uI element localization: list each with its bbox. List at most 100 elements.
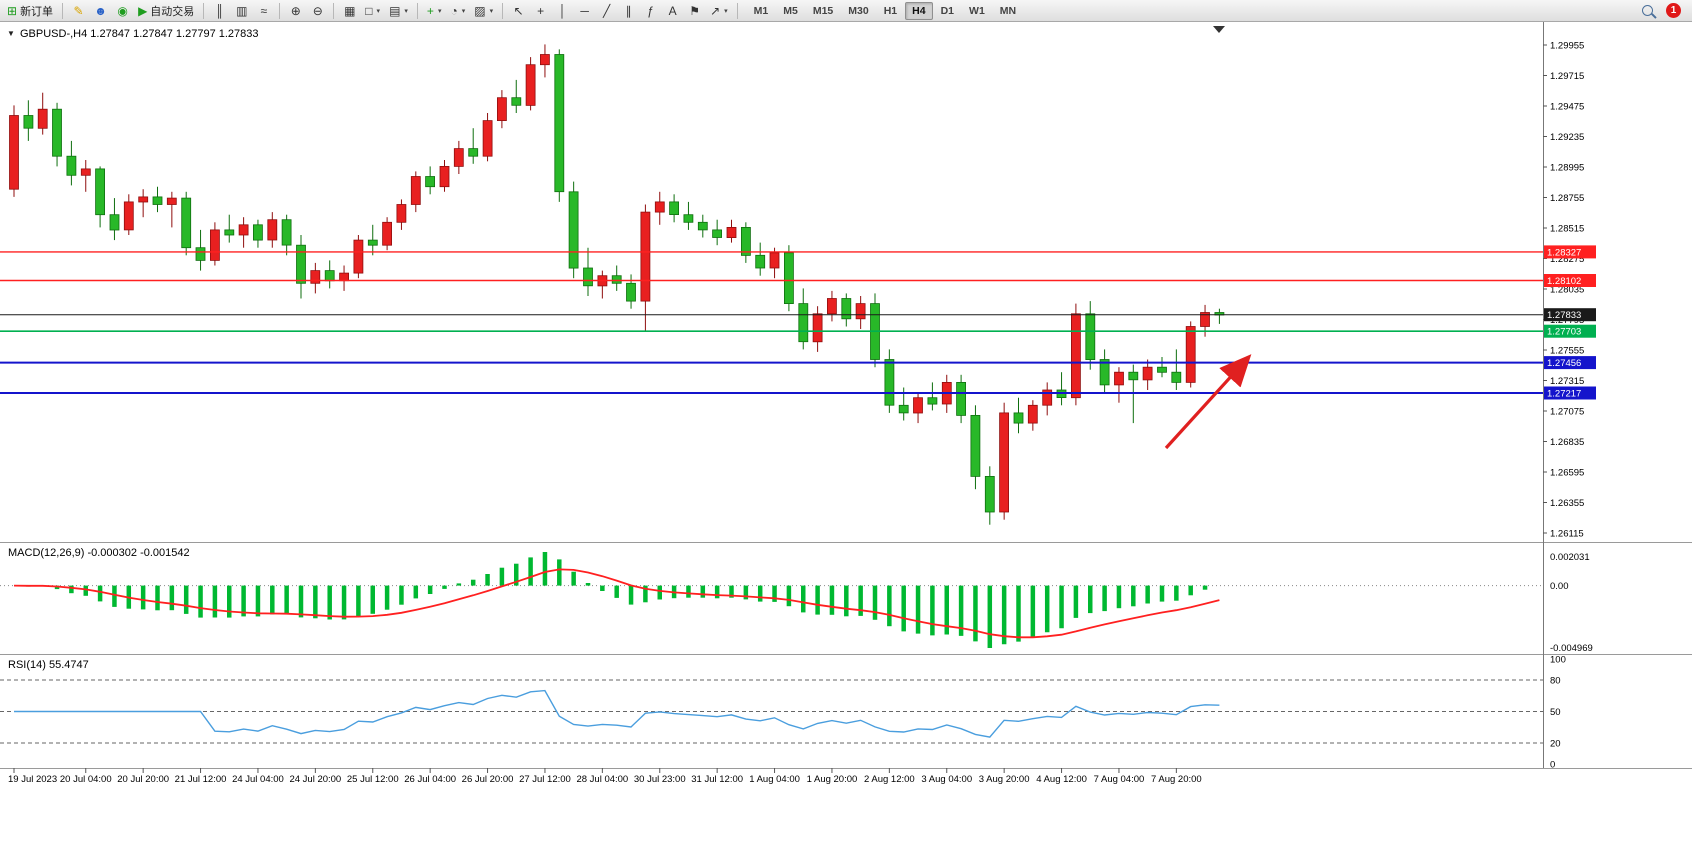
svg-text:7 Aug 04:00: 7 Aug 04:00 <box>1094 774 1145 785</box>
svg-text:21 Jul 12:00: 21 Jul 12:00 <box>175 774 227 785</box>
candlesticks <box>9 44 1225 525</box>
auto-trading-button[interactable]: ▶ 自动交易 <box>134 1 198 20</box>
zoom-out-button[interactable]: ⊖ <box>307 1 328 20</box>
channel-tool-button[interactable]: ∥ <box>618 1 639 20</box>
svg-text:1.29955: 1.29955 <box>1550 41 1584 52</box>
price-tag-resistance-2 <box>1544 274 1596 287</box>
metaeditor-button[interactable]: ✎ <box>68 1 89 20</box>
horizontal-line-icon: ─ <box>580 3 589 18</box>
rsi-header: RSI(14) 55.4747 <box>8 659 89 671</box>
toolbar-right-group: 1 <box>1637 1 1689 20</box>
templates-button[interactable]: ▨ ▾ <box>470 1 497 20</box>
crosshair-tool-button[interactable]: + <box>530 1 551 20</box>
periods-button[interactable]: ◔ ▾ <box>446 1 469 20</box>
crosshair-icon: + <box>537 3 545 18</box>
text-tool-button[interactable]: A <box>662 1 683 20</box>
chart-area[interactable]: 1.29955 1.29715 1.29475 1.29235 1.28995 1.287… <box>0 22 1692 850</box>
horizontal-level-lines[interactable] <box>0 251 1543 394</box>
trend-arrow[interactable] <box>1164 354 1252 450</box>
toolbar-separator <box>416 2 418 19</box>
timeframe-m1-button[interactable]: M1 <box>747 2 776 20</box>
toolbar-separator <box>333 2 335 19</box>
svg-text:1.26115: 1.26115 <box>1550 529 1584 540</box>
timeframe-h1-button[interactable]: H1 <box>877 2 904 20</box>
svg-text:1.26595: 1.26595 <box>1550 468 1584 479</box>
svg-text:1.28327: 1.28327 <box>1547 247 1581 258</box>
dropdown-caret-icon: ▾ <box>404 7 408 15</box>
cursor-tool-button[interactable]: ↖ <box>508 1 529 20</box>
auto-trading-icon: ▶ <box>138 3 148 18</box>
metaeditor-icon: ✎ <box>73 3 84 18</box>
market-icon: ◉ <box>117 3 128 18</box>
candlestick-chart-icon: ▥ <box>236 3 248 18</box>
horizontal-line-tool-button[interactable]: ─ <box>574 1 595 20</box>
timeframe-h4-button[interactable]: H4 <box>905 1 933 20</box>
main-toolbar: ⊞ 新订单 ✎ ☻ ◉ ▶ 自动交易 ║ ▥ ≈ ⊕ ⊖ ▦ □ ▾ ▤ ▾ <box>0 0 1692 22</box>
label-tool-icon: ⚑ <box>689 3 700 18</box>
timeframe-w1-button[interactable]: W1 <box>962 2 992 20</box>
time-axis[interactable]: 19 Jul 2023 20 Jul 04:00 20 Jul 20:00 21 Ju… <box>8 768 1202 785</box>
notification-badge[interactable]: 1 <box>1666 3 1681 18</box>
svg-text:25 Jul 12:00: 25 Jul 12:00 <box>347 774 399 785</box>
profiles-button[interactable]: ▤ ▾ <box>385 1 412 20</box>
fibonacci-icon: ƒ <box>647 3 654 18</box>
timeframe-m30-button[interactable]: M30 <box>841 2 875 20</box>
svg-text:20 Jul 04:00: 20 Jul 04:00 <box>60 774 112 785</box>
svg-text:19 Jul 2023: 19 Jul 2023 <box>8 774 57 785</box>
bar-chart-button[interactable]: ║ <box>209 1 230 20</box>
new-order-button[interactable]: ⊞ 新订单 <box>3 1 57 20</box>
toolbar-separator <box>736 2 738 19</box>
macd-panel: 0.002031 0.00 -0.004969 <box>0 552 1593 654</box>
svg-text:1.26835: 1.26835 <box>1550 437 1584 448</box>
svg-text:1.27833: 1.27833 <box>1547 310 1581 321</box>
timeframe-m5-button[interactable]: M5 <box>776 2 805 20</box>
timeframe-mn-button[interactable]: MN <box>993 2 1023 20</box>
svg-text:3 Aug 04:00: 3 Aug 04:00 <box>921 774 972 785</box>
timeframe-m15-button[interactable]: M15 <box>806 2 840 20</box>
price-axis[interactable]: 1.29955 1.29715 1.29475 1.29235 1.28995 1.287… <box>1543 41 1596 540</box>
svg-text:4 Aug 12:00: 4 Aug 12:00 <box>1036 774 1087 785</box>
svg-text:1.28515: 1.28515 <box>1550 224 1584 235</box>
dropdown-caret-icon: ▾ <box>376 7 381 15</box>
auto-trading-label: 自动交易 <box>150 5 195 18</box>
candlestick-chart-button[interactable]: ▥ <box>231 1 252 20</box>
trendline-tool-button[interactable]: ╱ <box>596 1 617 20</box>
label-tool-button[interactable]: ⚑ <box>684 1 705 20</box>
svg-text:50: 50 <box>1550 707 1561 718</box>
community-button[interactable]: ☻ <box>90 1 111 20</box>
zoom-in-icon: ⊕ <box>290 3 301 18</box>
svg-text:1.29235: 1.29235 <box>1550 132 1584 143</box>
timeframe-d1-button[interactable]: D1 <box>934 2 961 20</box>
dropdown-caret-icon: ▾ <box>489 7 494 15</box>
vertical-line-tool-button[interactable]: │ <box>552 1 573 20</box>
svg-text:0: 0 <box>1550 760 1555 771</box>
price-tag-support-green <box>1544 324 1596 338</box>
svg-text:1.27456: 1.27456 <box>1547 358 1581 369</box>
chart-shift-marker[interactable] <box>1213 26 1225 33</box>
search-icon <box>1642 5 1653 16</box>
line-chart-button[interactable]: ≈ <box>253 1 274 20</box>
svg-text:7 Aug 20:00: 7 Aug 20:00 <box>1151 774 1202 785</box>
zoom-in-button[interactable]: ⊕ <box>285 1 306 20</box>
cursor-icon: ↖ <box>513 3 524 18</box>
toolbar-separator <box>502 2 504 19</box>
market-button[interactable]: ◉ <box>112 1 133 20</box>
svg-text:24 Jul 04:00: 24 Jul 04:00 <box>232 774 284 785</box>
svg-text:0.00: 0.00 <box>1550 581 1569 592</box>
ohlc-collapse-icon[interactable]: ▼ <box>7 29 15 38</box>
price-tag-resistance-1 <box>1544 245 1596 259</box>
templates-icon: ▨ <box>474 3 486 18</box>
indicators-button[interactable]: + ▾ <box>423 1 446 20</box>
zoom-out-icon: ⊖ <box>312 3 323 18</box>
svg-text:27 Jul 12:00: 27 Jul 12:00 <box>519 774 571 785</box>
search-button[interactable] <box>1637 1 1658 20</box>
arrows-tool-button[interactable]: ↗ ▾ <box>706 1 732 20</box>
channel-icon: ∥ <box>625 3 632 18</box>
svg-text:1.26355: 1.26355 <box>1550 498 1584 509</box>
tile-windows-button[interactable]: ▦ <box>339 1 360 20</box>
arrows-tool-icon: ↗ <box>710 3 721 18</box>
fibonacci-tool-button[interactable]: ƒ <box>640 1 661 20</box>
trendline-icon: ╱ <box>602 3 611 18</box>
new-chart-button[interactable]: □ ▾ <box>361 1 384 20</box>
profiles-icon: ▤ <box>389 3 401 18</box>
